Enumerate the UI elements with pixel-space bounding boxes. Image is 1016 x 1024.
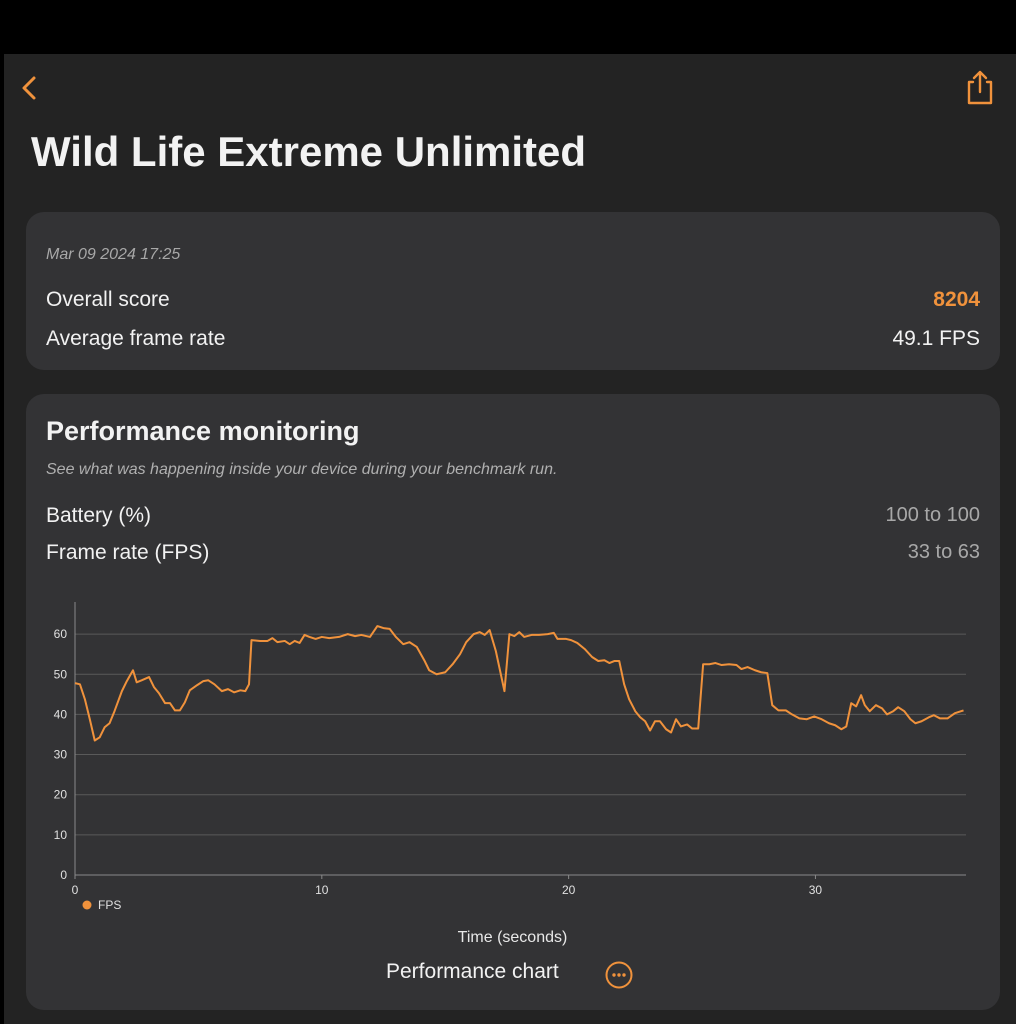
y-tick-label: 40 <box>54 707 68 721</box>
x-tick-label: 0 <box>72 883 79 897</box>
section-subtitle: See what was happening inside your devic… <box>46 461 558 478</box>
row-value: 49.1 FPS <box>892 327 980 350</box>
row-value: 33 to 63 <box>907 541 980 563</box>
performance-card: Performance monitoring See what was happ… <box>26 394 1000 1010</box>
more-icon <box>605 961 633 989</box>
back-button[interactable] <box>18 74 42 104</box>
legend-swatch <box>82 900 92 910</box>
summary-card: Mar 09 2024 17:25 Overall score 8204 Ave… <box>26 212 1000 370</box>
y-tick-label: 50 <box>54 667 68 681</box>
fps-line <box>74 625 964 742</box>
x-axis-label: Time (seconds) <box>458 929 568 946</box>
x-tick-label: 30 <box>809 883 823 897</box>
y-tick-label: 10 <box>54 828 68 842</box>
legend-label: FPS <box>98 898 121 912</box>
page-title: Wild Life Extreme Unlimited <box>31 128 587 175</box>
row-value: 100 to 100 <box>885 504 980 526</box>
y-tick-label: 60 <box>54 627 68 641</box>
x-tick-label: 10 <box>315 883 329 897</box>
row-label: Overall score <box>46 288 170 311</box>
row-label: Battery (%) <box>46 504 152 527</box>
row-label: Frame rate (FPS) <box>46 541 210 564</box>
app-screen: Wild Life Extreme Unlimited Mar 09 2024 … <box>4 54 1016 1024</box>
y-tick-label: 30 <box>54 748 68 762</box>
row-label: Average frame rate <box>46 327 226 350</box>
section-title: Performance monitoring <box>46 416 360 446</box>
share-button[interactable] <box>964 70 996 106</box>
x-tick-label: 20 <box>562 883 576 897</box>
button-label: Performance chart <box>386 960 559 983</box>
run-date: Mar 09 2024 17:25 <box>46 246 181 263</box>
score-value: 8204 <box>933 288 980 311</box>
chart-button[interactable]: Performance chart <box>386 960 633 990</box>
fps-chart: 0 10 20 30 40 50 60 0 10 20 30 Time (seconds) FPS <box>54 602 966 946</box>
y-tick-label: 20 <box>54 788 68 802</box>
y-tick-label: 0 <box>60 868 67 882</box>
